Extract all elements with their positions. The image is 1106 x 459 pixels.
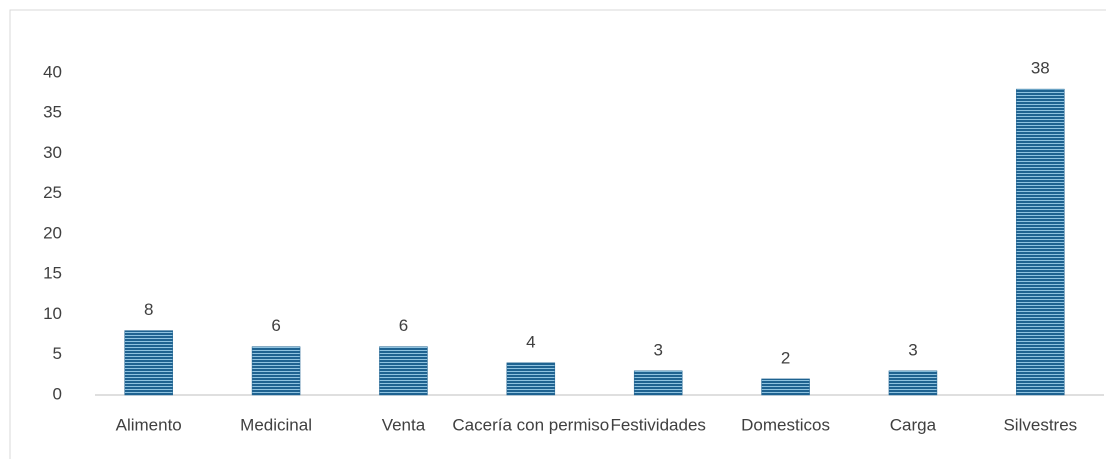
y-tick-label: 15 — [43, 264, 62, 283]
data-label: 3 — [908, 340, 917, 359]
bar — [251, 346, 301, 396]
y-tick-label: 40 — [43, 62, 62, 81]
data-label: 3 — [653, 340, 662, 359]
x-tick-label: Cacería con permiso — [452, 415, 609, 434]
bar — [888, 370, 938, 396]
bar — [633, 370, 683, 396]
y-tick-label: 0 — [53, 384, 62, 403]
bar — [379, 346, 428, 396]
y-tick-label: 5 — [53, 344, 62, 363]
y-tick-label: 20 — [43, 223, 62, 242]
chart-frame — [9, 9, 1106, 459]
x-tick-label: Silvestres — [1003, 415, 1077, 434]
x-tick-label: Alimento — [116, 415, 182, 434]
data-label: 2 — [781, 348, 790, 367]
data-label: 6 — [271, 316, 280, 335]
x-tick-label: Domesticos — [741, 415, 830, 434]
x-tick-label: Festividades — [610, 415, 705, 434]
bar — [124, 330, 173, 396]
bar — [1016, 88, 1065, 396]
x-tick-label: Venta — [382, 415, 426, 434]
x-tick-label: Medicinal — [240, 415, 312, 434]
bar — [506, 362, 556, 396]
y-tick-label: 35 — [43, 103, 62, 122]
y-tick-label: 10 — [43, 304, 62, 323]
y-tick-label: 25 — [43, 183, 62, 202]
data-label: 8 — [144, 300, 153, 319]
x-tick-label: Carga — [890, 415, 937, 434]
bar — [761, 378, 810, 396]
y-tick-label: 30 — [43, 143, 62, 162]
data-label: 6 — [399, 316, 408, 335]
data-label: 4 — [526, 332, 535, 351]
data-label: 38 — [1031, 59, 1050, 78]
